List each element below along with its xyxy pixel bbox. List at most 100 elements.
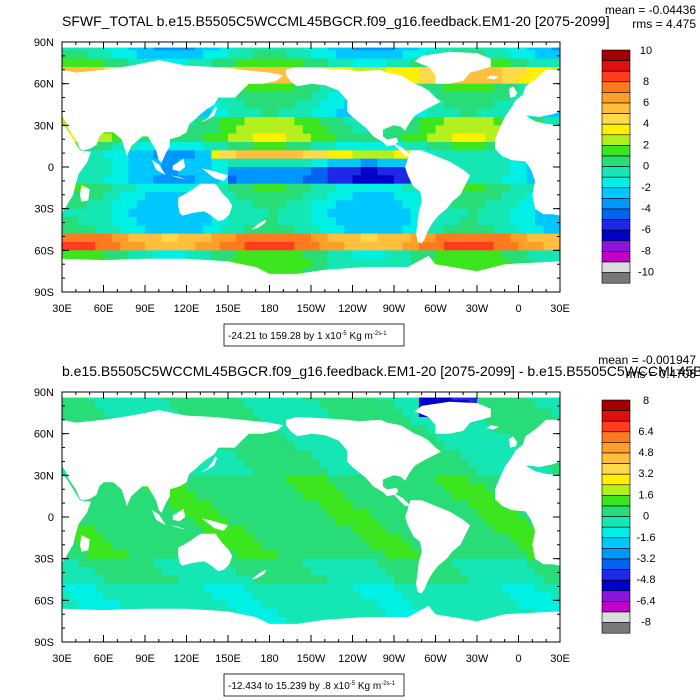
field-cell bbox=[485, 600, 495, 610]
field-cell bbox=[311, 225, 320, 235]
field-cell bbox=[70, 583, 80, 593]
field-cell bbox=[277, 508, 287, 518]
field-cell bbox=[211, 175, 221, 185]
field-cell bbox=[344, 467, 354, 476]
field-cell bbox=[78, 200, 88, 210]
field-cell bbox=[402, 200, 412, 210]
field-cell bbox=[136, 567, 146, 576]
land-mass bbox=[80, 535, 90, 552]
field-cell bbox=[120, 225, 129, 235]
field-cell bbox=[518, 567, 528, 576]
field-cell bbox=[468, 125, 478, 135]
field-cell bbox=[294, 133, 304, 143]
land-mass bbox=[151, 160, 166, 176]
field-cell bbox=[294, 175, 304, 185]
field-cell bbox=[435, 233, 445, 243]
field-cell bbox=[103, 142, 113, 151]
field-cell bbox=[352, 575, 362, 585]
field-cell bbox=[236, 592, 246, 601]
field-cell bbox=[468, 600, 478, 610]
field-cell bbox=[269, 158, 279, 168]
field-cell bbox=[169, 508, 179, 518]
field-cell bbox=[145, 192, 154, 201]
field-cell bbox=[178, 50, 188, 60]
field-cell bbox=[501, 508, 511, 518]
field-cell bbox=[435, 500, 445, 510]
field-cell bbox=[269, 258, 279, 268]
field-cell bbox=[228, 142, 237, 151]
field-cell bbox=[477, 142, 486, 151]
field-cell bbox=[62, 400, 71, 410]
field-cell bbox=[360, 600, 370, 610]
field-cell bbox=[62, 592, 71, 601]
field-cell bbox=[551, 58, 560, 68]
range-note: -24.21 to 159.28 by 1 x10-5 Kg m-2s-1 bbox=[223, 323, 405, 347]
field-cell bbox=[518, 175, 528, 185]
field-cell bbox=[120, 242, 129, 251]
field-cell bbox=[402, 567, 412, 576]
field-cell bbox=[402, 592, 412, 601]
field-cell bbox=[385, 58, 395, 68]
field-cell bbox=[161, 550, 171, 560]
field-cell bbox=[468, 542, 478, 551]
land-mass bbox=[201, 168, 228, 181]
field-cell bbox=[501, 550, 511, 560]
field-cell bbox=[302, 450, 312, 460]
field-cell bbox=[335, 575, 345, 585]
field-cell bbox=[120, 592, 129, 601]
field-cell bbox=[153, 592, 163, 601]
field-cell bbox=[477, 600, 486, 610]
field-cell bbox=[335, 100, 345, 110]
field-cell bbox=[219, 400, 229, 410]
colorbar-label: 2 bbox=[643, 139, 649, 151]
field-cell bbox=[269, 542, 279, 551]
field-cell bbox=[153, 542, 163, 551]
field-cell bbox=[335, 467, 345, 476]
field-cell bbox=[352, 167, 362, 176]
field-cell bbox=[394, 67, 403, 76]
field-cell bbox=[311, 217, 320, 226]
field-cell bbox=[286, 50, 295, 60]
field-cell bbox=[485, 400, 495, 410]
field-cell bbox=[452, 492, 461, 501]
field-cell bbox=[228, 458, 237, 468]
field-cell bbox=[95, 517, 105, 526]
field-cell bbox=[410, 75, 420, 85]
field-cell bbox=[501, 92, 511, 101]
field-cell bbox=[485, 167, 495, 176]
field-cell bbox=[236, 408, 246, 418]
field-cell bbox=[120, 208, 129, 218]
field-cell bbox=[510, 67, 520, 76]
field-cell bbox=[344, 408, 354, 418]
field-cell bbox=[369, 225, 378, 235]
field-cell bbox=[244, 575, 254, 585]
field-cell bbox=[327, 467, 337, 476]
field-cell bbox=[128, 583, 138, 593]
field-cell bbox=[86, 408, 96, 418]
field-cell bbox=[319, 450, 329, 460]
field-cell bbox=[518, 58, 528, 68]
field-cell bbox=[385, 242, 395, 251]
field-cell bbox=[402, 542, 412, 551]
field-cell bbox=[78, 408, 88, 418]
field-cell bbox=[186, 175, 196, 185]
field-cell bbox=[543, 58, 553, 68]
field-cell bbox=[452, 158, 461, 168]
field-cell bbox=[452, 508, 461, 518]
field-cell bbox=[468, 608, 478, 618]
field-cell bbox=[178, 175, 188, 185]
field-cell bbox=[70, 50, 80, 60]
field-cell bbox=[385, 417, 395, 426]
field-cell bbox=[360, 250, 370, 260]
field-cell bbox=[70, 542, 80, 551]
field-cell bbox=[518, 200, 528, 210]
field-cell bbox=[493, 517, 503, 526]
field-cell bbox=[360, 50, 370, 60]
field-cell bbox=[335, 117, 345, 126]
field-cell bbox=[120, 600, 129, 610]
field-cell bbox=[120, 233, 129, 243]
field-cell bbox=[120, 250, 129, 260]
field-cell bbox=[302, 58, 312, 68]
field-cell bbox=[203, 567, 212, 576]
field-cell bbox=[394, 567, 403, 576]
